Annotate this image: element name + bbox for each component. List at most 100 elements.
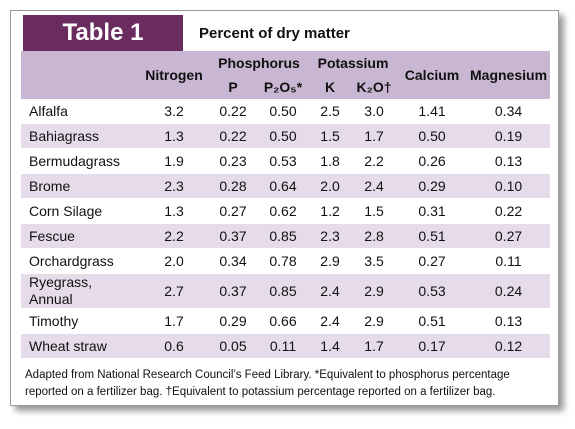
table-row: Bahiagrass 1.3 0.22 0.50 1.5 1.7 0.50 0.19: [21, 123, 551, 149]
value-cell: 0.29: [397, 173, 468, 199]
value-cell: 1.2: [309, 198, 352, 224]
value-cell: 0.85: [257, 223, 310, 249]
value-cell: 0.51: [397, 308, 468, 334]
data-table: Nitrogen Phosphorus Potassium Calcium Ma…: [21, 51, 551, 359]
value-cell: 2.4: [309, 273, 352, 309]
value-cell: 0.29: [209, 308, 257, 334]
table-row: Fescue 2.2 0.37 0.85 2.3 2.8 0.51 0.27: [21, 223, 551, 249]
table-row: Bermudagrass 1.9 0.23 0.53 1.8 2.2 0.26 0.13: [21, 148, 551, 174]
value-cell: 0.50: [257, 99, 310, 124]
value-cell: 0.12: [467, 333, 551, 359]
value-cell: 0.11: [467, 248, 551, 274]
value-cell: 0.05: [209, 333, 257, 359]
subheader-cell: P: [209, 75, 257, 99]
row-label: Bermudagrass: [21, 148, 139, 174]
value-cell: 1.7: [139, 308, 209, 334]
value-cell: 0.37: [209, 273, 257, 309]
value-cell: 2.2: [351, 148, 398, 174]
value-cell: 2.0: [139, 248, 209, 274]
value-cell: 0.13: [467, 308, 551, 334]
value-cell: 0.34: [209, 248, 257, 274]
value-cell: 0.50: [397, 123, 468, 149]
value-cell: 2.9: [351, 308, 398, 334]
table-frame: Table 1 Percent of dry matter Nitrogen P…: [10, 10, 559, 406]
table-row: Ryegrass, Annual 2.7 0.37 0.85 2.4 2.9 0.53 0.2…: [21, 273, 551, 309]
table-row: Timothy 1.7 0.29 0.66 2.4 2.9 0.51 0.13: [21, 308, 551, 334]
footnote: Adapted from National Research Council’s…: [25, 369, 510, 398]
value-cell: 2.8: [351, 223, 398, 249]
value-cell: 0.37: [209, 223, 257, 249]
value-cell: 0.24: [467, 273, 551, 309]
value-cell: 0.23: [209, 148, 257, 174]
value-cell: 0.64: [257, 173, 310, 199]
value-cell: 3.2: [139, 99, 209, 124]
value-cell: 0.85: [257, 273, 310, 309]
row-label: Corn Silage: [21, 198, 139, 224]
table-row: Brome 2.3 0.28 0.64 2.0 2.4 0.29 0.10: [21, 173, 551, 199]
subheader-cell: P₂O₅*: [257, 75, 310, 99]
row-label: Alfalfa: [21, 99, 139, 124]
value-cell: 2.9: [351, 273, 398, 309]
value-cell: 0.53: [397, 273, 468, 309]
value-cell: 0.34: [467, 99, 551, 124]
value-cell: 2.2: [139, 223, 209, 249]
value-cell: 1.5: [309, 123, 352, 149]
value-cell: 1.9: [139, 148, 209, 174]
value-cell: 1.7: [351, 123, 398, 149]
row-label: Orchardgrass: [21, 248, 139, 274]
table-title: Table 1: [23, 15, 183, 51]
row-label: Ryegrass, Annual: [21, 273, 139, 309]
value-cell: 0.26: [397, 148, 468, 174]
subheader-cell: K: [309, 75, 352, 99]
subheader-cell: K₂O†: [351, 75, 398, 99]
table-head: Nitrogen Phosphorus Potassium Calcium Ma…: [21, 51, 551, 99]
value-cell: 0.51: [397, 223, 468, 249]
value-cell: 0.50: [257, 123, 310, 149]
header-cell: [21, 51, 139, 99]
value-cell: 1.41: [397, 99, 468, 124]
value-cell: 2.4: [351, 173, 398, 199]
table-row: Corn Silage 1.3 0.27 0.62 1.2 1.5 0.31 0.22: [21, 198, 551, 224]
value-cell: 0.31: [397, 198, 468, 224]
value-cell: 0.53: [257, 148, 310, 174]
row-label: Bahiagrass: [21, 123, 139, 149]
value-cell: 0.27: [209, 198, 257, 224]
value-cell: 0.19: [467, 123, 551, 149]
header-cell: Potassium: [309, 51, 398, 75]
value-cell: 2.9: [309, 248, 352, 274]
value-cell: 1.3: [139, 198, 209, 224]
value-cell: 0.28: [209, 173, 257, 199]
value-cell: 3.5: [351, 248, 398, 274]
value-cell: 0.78: [257, 248, 310, 274]
value-cell: 0.66: [257, 308, 310, 334]
value-cell: 1.5: [351, 198, 398, 224]
value-cell: 2.0: [309, 173, 352, 199]
table-row: Alfalfa 3.2 0.22 0.50 2.5 3.0 1.41 0.34: [21, 99, 551, 124]
value-cell: 3.0: [351, 99, 398, 124]
header-cell: Magnesium: [467, 51, 551, 99]
value-cell: 2.7: [139, 273, 209, 309]
value-cell: 0.22: [467, 198, 551, 224]
table-body: Alfalfa 3.2 0.22 0.50 2.5 3.0 1.41 0.34 Bahiagra…: [21, 99, 551, 359]
value-cell: 2.3: [139, 173, 209, 199]
header-row: Nitrogen Phosphorus Potassium Calcium Ma…: [21, 51, 551, 99]
header-cell: Nitrogen: [139, 51, 209, 99]
value-cell: 0.62: [257, 198, 310, 224]
value-cell: 0.10: [467, 173, 551, 199]
value-cell: 0.27: [467, 223, 551, 249]
row-label: Timothy: [21, 308, 139, 334]
value-cell: 1.4: [309, 333, 352, 359]
value-cell: 1.8: [309, 148, 352, 174]
value-cell: 0.17: [397, 333, 468, 359]
row-label: Fescue: [21, 223, 139, 249]
value-cell: 0.6: [139, 333, 209, 359]
value-cell: 0.13: [467, 148, 551, 174]
value-cell: 2.5: [309, 99, 352, 124]
subtitle: Percent of dry matter: [199, 25, 350, 42]
value-cell: 2.3: [309, 223, 352, 249]
header-row: P P₂O₅* K K₂O†: [21, 75, 550, 99]
row-label: Brome: [21, 173, 139, 199]
table-row: Wheat straw 0.6 0.05 0.11 1.4 1.7 0.17 0.12: [21, 333, 551, 359]
value-cell: 0.22: [209, 99, 257, 124]
